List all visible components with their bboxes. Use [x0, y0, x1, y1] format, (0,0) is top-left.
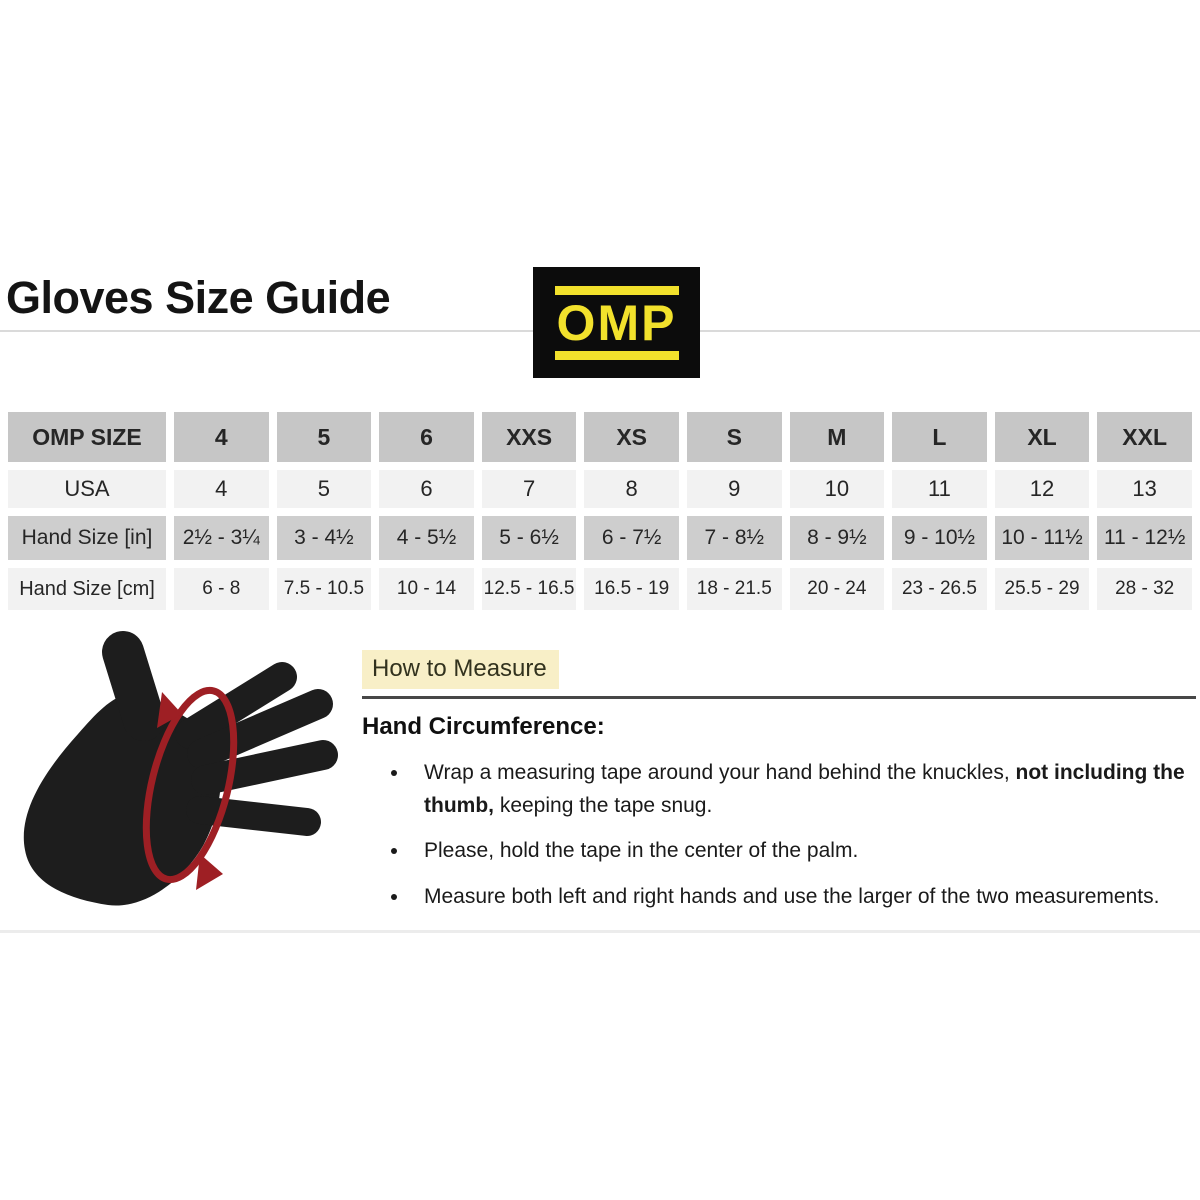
size-table-header-cell: 6	[379, 412, 474, 462]
size-table-row: USA 4 5 6 7 8 9 10 11 12 13	[8, 470, 1192, 508]
size-table-cell: 10 - 11½	[994, 516, 1090, 560]
omp-logo-text: OMP	[556, 294, 677, 351]
size-table-header-cell: M	[789, 412, 885, 462]
bullet-text-post: keeping the tape snug.	[493, 793, 713, 817]
size-table-cell: 5 - 6½	[481, 516, 577, 560]
footer-divider-line	[0, 930, 1200, 933]
size-table-cell: 10	[789, 470, 885, 508]
size-table-header-cell: 5	[276, 412, 372, 462]
size-table-cell: 9	[686, 470, 782, 508]
bullet-text-pre: Wrap a measuring tape around your hand b…	[424, 761, 1016, 784]
bullet-text-pre: Please, hold the tape in the center of t…	[424, 839, 859, 863]
size-table-cell: 3 - 4½	[276, 516, 372, 560]
size-table-cell: 20 - 24	[789, 568, 885, 610]
size-table-cell: 28 - 32	[1097, 568, 1192, 610]
measure-bullets: Wrap a measuring tape around your hand b…	[362, 757, 1196, 913]
measure-divider-line	[362, 696, 1196, 699]
size-table-corner-cell: OMP SIZE	[8, 412, 166, 462]
size-table-cell: 13	[1097, 470, 1192, 508]
size-table-row-label: Hand Size [cm]	[8, 568, 166, 610]
hand-measure-illustration	[23, 631, 338, 906]
hand-circumference-heading: Hand Circumference:	[362, 713, 605, 740]
size-table-header-cell: XL	[994, 412, 1090, 462]
size-table-header-cell: L	[892, 412, 987, 462]
size-table-cell: 6 - 7½	[584, 516, 679, 560]
size-table: OMP SIZE 4 5 6 XXS XS S M L XL XXL USA 4 5 6 7 8 9 10 11 12…	[0, 404, 1200, 618]
size-table-cell: 7 - 8½	[686, 516, 782, 560]
size-table-cell: 2½ - 3¼	[174, 516, 269, 560]
size-table-header-cell: XXS	[481, 412, 577, 462]
omp-logo-bottom-bar	[554, 350, 679, 360]
size-table-header-cell: S	[686, 412, 782, 462]
measure-bullet: Wrap a measuring tape around your hand b…	[410, 757, 1196, 822]
measuring-tape-arrow	[142, 686, 238, 890]
measure-bullet: Please, hold the tape in the center of t…	[410, 835, 1196, 868]
omp-logo-top-bar	[554, 285, 679, 295]
size-table-cell: 7.5 - 10.5	[276, 568, 372, 610]
size-table-cell: 8 - 9½	[789, 516, 885, 560]
size-table-cell: 8	[584, 470, 679, 508]
size-table-cell: 18 - 21.5	[686, 568, 782, 610]
size-table-cell: 12.5 - 16.5	[481, 568, 577, 610]
how-to-measure-heading: How to Measure	[362, 650, 559, 689]
size-table-cell: 6	[379, 470, 474, 508]
size-table-cell: 23 - 26.5	[892, 568, 987, 610]
size-table-cell: 4	[174, 470, 269, 508]
size-table-cell: 16.5 - 19	[584, 568, 679, 610]
size-table-cell: 12	[994, 470, 1090, 508]
size-table-container: OMP SIZE 4 5 6 XXS XS S M L XL XXL USA 4 5 6 7 8 9 10 11 12…	[0, 404, 1200, 618]
size-table-cell: 11 - 12½	[1097, 516, 1192, 560]
hand-silhouette	[23, 631, 338, 906]
page-title: Gloves Size Guide	[6, 272, 391, 323]
size-table-cell: 25.5 - 29	[994, 568, 1090, 610]
size-table-cell: 6 - 8	[174, 568, 269, 610]
size-table-cell: 4 - 5½	[379, 516, 474, 560]
size-table-row-label: USA	[8, 470, 166, 508]
omp-logo: OMP	[533, 267, 700, 378]
size-table-row-label: Hand Size [in]	[8, 516, 166, 560]
size-table-row: Hand Size [cm] 6 - 8 7.5 - 10.5 10 - 14 12.5…	[8, 568, 1192, 610]
size-table-header-cell: XXL	[1097, 412, 1192, 462]
size-table-cell: 10 - 14	[379, 568, 474, 610]
bullet-text-pre: Measure both left and right hands and us…	[424, 884, 1160, 908]
size-table-cell: 7	[481, 470, 577, 508]
measure-bullet: Measure both left and right hands and us…	[410, 881, 1196, 914]
bullet-text-bold: not including the thumb,	[424, 761, 1185, 817]
size-table-header-cell: 4	[174, 412, 269, 462]
size-table-cell: 5	[276, 470, 372, 508]
size-table-cell: 11	[892, 470, 987, 508]
size-table-header-row: OMP SIZE 4 5 6 XXS XS S M L XL XXL	[8, 412, 1192, 462]
how-to-measure-section: How to Measure Hand Circumference: Wrap …	[362, 650, 1196, 926]
size-table-row: Hand Size [in] 2½ - 3¼ 3 - 4½ 4 - 5½ 5 - 6½ 6…	[8, 516, 1192, 560]
size-table-cell: 9 - 10½	[892, 516, 987, 560]
size-table-header-cell: XS	[584, 412, 679, 462]
